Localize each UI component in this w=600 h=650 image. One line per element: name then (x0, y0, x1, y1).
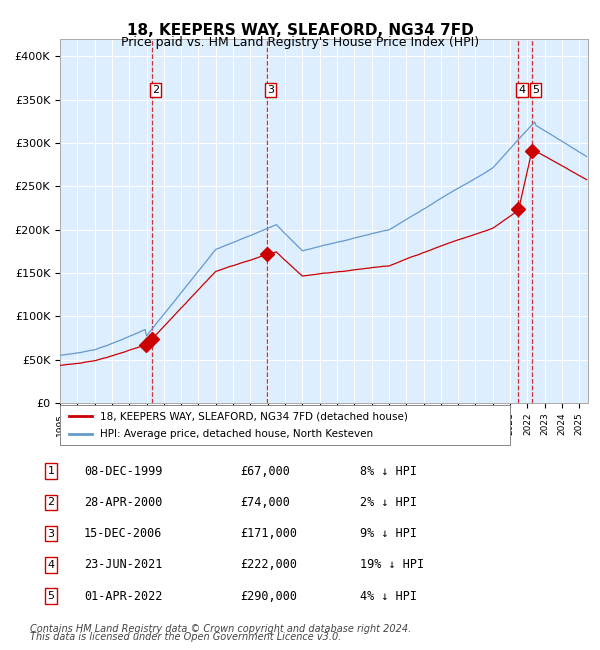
Text: Contains HM Land Registry data © Crown copyright and database right 2024.: Contains HM Land Registry data © Crown c… (30, 624, 411, 634)
Text: 18, KEEPERS WAY, SLEAFORD, NG34 7FD: 18, KEEPERS WAY, SLEAFORD, NG34 7FD (127, 23, 473, 38)
Text: 15-DEC-2006: 15-DEC-2006 (84, 527, 163, 540)
Text: 19% ↓ HPI: 19% ↓ HPI (360, 558, 424, 571)
Text: 08-DEC-1999: 08-DEC-1999 (84, 465, 163, 478)
Text: £171,000: £171,000 (240, 527, 297, 540)
Text: 5: 5 (532, 85, 539, 95)
Text: 9% ↓ HPI: 9% ↓ HPI (360, 527, 417, 540)
Text: £67,000: £67,000 (240, 465, 290, 478)
Text: £290,000: £290,000 (240, 590, 297, 603)
Text: This data is licensed under the Open Government Licence v3.0.: This data is licensed under the Open Gov… (30, 632, 341, 642)
Text: 2: 2 (47, 497, 55, 508)
Text: HPI: Average price, detached house, North Kesteven: HPI: Average price, detached house, Nort… (101, 429, 374, 439)
Text: 01-APR-2022: 01-APR-2022 (84, 590, 163, 603)
Text: 23-JUN-2021: 23-JUN-2021 (84, 558, 163, 571)
Text: 4: 4 (518, 85, 526, 95)
Text: 1: 1 (47, 466, 55, 476)
Text: 3: 3 (47, 528, 55, 539)
Text: £222,000: £222,000 (240, 558, 297, 571)
Text: 4: 4 (47, 560, 55, 570)
Text: 2: 2 (152, 85, 159, 95)
Text: 5: 5 (47, 591, 55, 601)
Text: £74,000: £74,000 (240, 496, 290, 509)
Text: 3: 3 (267, 85, 274, 95)
Text: 18, KEEPERS WAY, SLEAFORD, NG34 7FD (detached house): 18, KEEPERS WAY, SLEAFORD, NG34 7FD (det… (101, 411, 409, 421)
Text: 4% ↓ HPI: 4% ↓ HPI (360, 590, 417, 603)
Text: Price paid vs. HM Land Registry's House Price Index (HPI): Price paid vs. HM Land Registry's House … (121, 36, 479, 49)
Text: 8% ↓ HPI: 8% ↓ HPI (360, 465, 417, 478)
Text: 28-APR-2000: 28-APR-2000 (84, 496, 163, 509)
Text: 2% ↓ HPI: 2% ↓ HPI (360, 496, 417, 509)
